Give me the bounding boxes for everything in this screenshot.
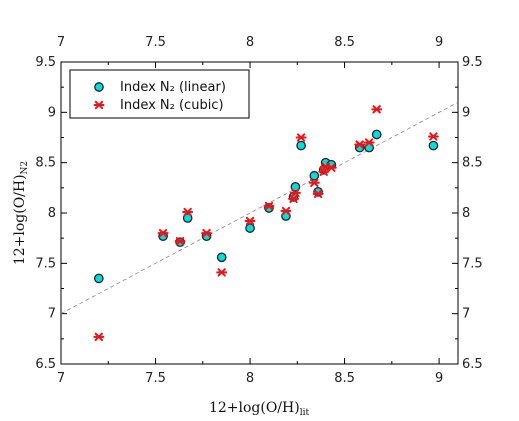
x-tick-label-bottom: 7.5: [145, 371, 166, 386]
y-tick-label-right: 6.5: [462, 357, 483, 372]
legend-label-cubic: Index N₂ (cubic): [120, 98, 224, 113]
asterisk-stroke: [364, 138, 374, 147]
x-tick-label-top: 9: [435, 35, 443, 50]
asterisk-stroke: [291, 188, 300, 198]
data-point-cubic: [312, 189, 324, 199]
y-axis-title: 12+log(O/H)N2: [12, 161, 30, 265]
x-tick-label-bottom: 8: [246, 371, 254, 386]
asterisk-stroke: [264, 201, 274, 211]
asterisk-stroke: [158, 228, 168, 238]
legend-marker-linear: [94, 82, 104, 92]
axis-ticks: [60, 61, 458, 365]
data-point-cubic: [363, 138, 375, 147]
data-point-cubic: [289, 188, 301, 198]
y-tick-label-right: 7: [462, 307, 470, 322]
data-point-linear: [371, 129, 382, 140]
asterisk-stroke: [94, 100, 104, 110]
data-point-linear: [245, 223, 255, 233]
asterisk-stroke: [327, 163, 336, 172]
asterisk-stroke: [175, 237, 185, 246]
legend-symbol-cubic: [93, 100, 105, 110]
y-tick-label-right: 8.5: [462, 156, 483, 171]
data-point-cubic: [295, 133, 307, 142]
data-point-cubic: [354, 140, 366, 149]
data-points: [93, 105, 439, 342]
asterisk-stroke: [319, 167, 328, 176]
x-tick-label-bottom: 9: [435, 371, 443, 386]
data-point-linear: [296, 140, 306, 151]
asterisk-stroke: [355, 140, 364, 149]
y-tick-label-right: 9.5: [462, 55, 483, 70]
asterisk-stroke: [245, 216, 255, 226]
data-point-cubic: [157, 228, 169, 238]
asterisk-stroke: [183, 207, 192, 217]
y-axis-title-sub: N2: [20, 161, 30, 175]
legend-marker-cubic: [93, 100, 105, 110]
asterisk-stroke: [217, 268, 226, 277]
legend-label-linear: Index N₂ (linear): [120, 80, 226, 95]
data-point-linear: [309, 170, 320, 181]
asterisk-stroke: [372, 105, 381, 114]
data-point-cubic: [371, 105, 383, 114]
data-point-linear: [93, 273, 104, 284]
data-point-cubic: [280, 206, 292, 216]
asterisk-stroke: [310, 178, 319, 187]
asterisk-stroke: [94, 332, 103, 342]
y-tick-label-left: 6.5: [35, 357, 56, 372]
data-point-cubic: [201, 228, 213, 238]
asterisk-stroke: [429, 132, 438, 141]
data-point-cubic: [308, 178, 320, 187]
data-point-cubic: [325, 163, 337, 172]
legend-symbol-linear: [94, 82, 104, 92]
x-axis-title-main: 12+log(O/H): [209, 400, 300, 416]
data-point-cubic: [244, 216, 256, 226]
y-tick-label-left: 7.5: [35, 256, 56, 271]
asterisk-stroke: [289, 194, 298, 204]
y-tick-label-left: 7: [48, 307, 56, 322]
x-tick-label-top: 8.5: [334, 35, 355, 50]
data-point-cubic: [288, 194, 300, 204]
data-point-cubic: [263, 201, 275, 211]
data-point-cubic: [182, 207, 194, 217]
legend-box: [69, 69, 250, 119]
x-axis-title: 12+log(O/H)lit: [209, 400, 310, 418]
series-cubic: [93, 105, 439, 342]
y-axis-title-main: 12+log(O/H): [12, 174, 28, 265]
data-point-cubic: [427, 132, 439, 141]
legend: Index N₂ (linear) Index N₂ (cubic): [69, 69, 250, 119]
y-tick-label-right: 8: [462, 206, 470, 221]
data-point-linear: [290, 181, 301, 192]
y-tick-label-left: 8.5: [35, 156, 56, 171]
data-point-linear: [182, 213, 193, 223]
x-tick-label-top: 8: [246, 35, 254, 50]
x-tick-label-top: 7.5: [145, 35, 166, 50]
y-tick-label-left: 9: [48, 105, 56, 120]
data-point-cubic: [216, 268, 228, 277]
reference-line: [60, 101, 459, 315]
y-tick-label-left: 8: [48, 206, 56, 221]
asterisk-stroke: [202, 228, 211, 238]
data-point-cubic: [174, 237, 186, 246]
x-tick-label-bottom: 8.5: [334, 371, 355, 386]
asterisk-stroke: [281, 206, 291, 216]
asterisk-stroke: [313, 189, 323, 199]
data-point-cubic: [93, 332, 105, 342]
y-tick-label-right: 9: [462, 105, 470, 120]
data-point-linear: [428, 140, 439, 151]
x-tick-label-top: 7: [57, 35, 65, 50]
data-point-linear: [216, 252, 227, 263]
asterisk-stroke: [296, 133, 306, 142]
x-axis-title-sub: lit: [300, 408, 310, 418]
x-tick-label-bottom: 7: [57, 371, 65, 386]
y-tick-label-left: 9.5: [35, 55, 56, 70]
y-tick-label-right: 7.5: [462, 256, 483, 271]
